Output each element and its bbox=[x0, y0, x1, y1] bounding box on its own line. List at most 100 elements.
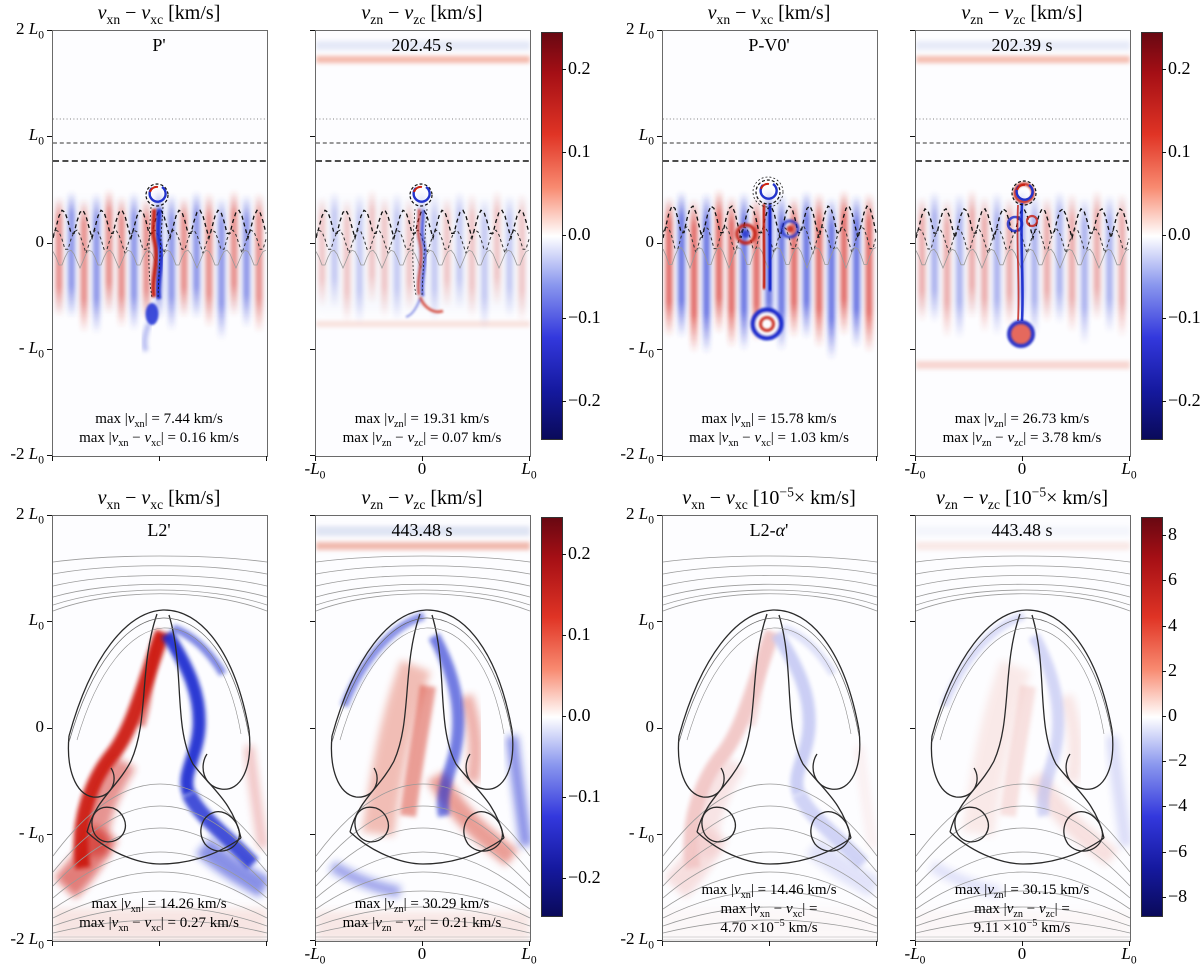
y-tick-label: L0 bbox=[28, 125, 44, 148]
colorbar-tick-mark bbox=[1162, 896, 1166, 898]
y-tick-mark bbox=[310, 30, 315, 31]
x-tick-mark bbox=[915, 456, 916, 461]
x-tick-mark bbox=[266, 456, 267, 461]
max-annotation-line: 4.70 ×10−5 km/s bbox=[720, 918, 818, 936]
colorbar-tick-label: −2 bbox=[1168, 750, 1188, 771]
max-annotation-line: max |vxn| = 14.46 km/s bbox=[701, 882, 837, 901]
x-tick-label: -L0 bbox=[904, 459, 926, 482]
max-annotation-line: max |vzn − vzc| = 3.78 km/s bbox=[942, 430, 1102, 449]
plot-L2-vx bbox=[52, 515, 268, 942]
panel-art-mush2 bbox=[316, 526, 530, 941]
colorbar-tick-mark bbox=[1162, 580, 1166, 582]
y-tick-mark bbox=[47, 833, 52, 835]
x-tick-mark bbox=[52, 941, 53, 946]
colorbar-tick-mark bbox=[562, 553, 566, 555]
x-tick-mark bbox=[662, 941, 663, 946]
x-tick-mark bbox=[529, 456, 530, 461]
y-tick-label: - L0 bbox=[18, 337, 44, 361]
colorbar-tick-mark bbox=[1162, 670, 1166, 672]
y-tick-mark bbox=[310, 136, 315, 138]
colorbar-tick-mark bbox=[562, 716, 566, 717]
plot-PV0-vx bbox=[662, 30, 878, 457]
colorbar-tick-label: 0.1 bbox=[1168, 141, 1191, 162]
y-tick-mark bbox=[310, 455, 315, 456]
y-tick-mark bbox=[310, 727, 315, 729]
colorbar-tick-label: 2 bbox=[1168, 659, 1177, 680]
x-tick-label: 0 bbox=[1017, 944, 1027, 963]
x-tick-label: 0 bbox=[417, 459, 427, 478]
panel-tag: L2' bbox=[147, 520, 171, 540]
y-tick-mark bbox=[47, 727, 52, 729]
y-tick-mark bbox=[657, 30, 662, 31]
y-tick-mark bbox=[310, 515, 315, 516]
x-tick-mark bbox=[315, 456, 316, 461]
y-tick-label: -2 L0 bbox=[10, 444, 44, 467]
max-annotation-line: max |vzn − vzc| = 0.07 km/s bbox=[342, 430, 502, 449]
colorbar-tick-mark bbox=[1162, 235, 1166, 236]
y-tick-mark bbox=[310, 621, 315, 623]
y-tick-mark bbox=[657, 455, 662, 456]
colorbar-tick-mark bbox=[562, 235, 566, 236]
colorbar-tick-label: 0.2 bbox=[568, 58, 591, 79]
x-tick-label: 0 bbox=[1017, 459, 1027, 478]
y-tick-label: 0 bbox=[35, 231, 45, 251]
max-annotation-line: max |vxn − vxc| = 1.03 km/s bbox=[689, 430, 849, 449]
colorbar-tick-label: 0.0 bbox=[1168, 224, 1191, 244]
plot-P-vx bbox=[52, 30, 268, 457]
plot-PV0-vz bbox=[915, 30, 1131, 457]
y-tick-mark bbox=[310, 940, 315, 941]
x-tick-label: -L0 bbox=[904, 944, 926, 967]
colorbar-tick-mark bbox=[1162, 716, 1166, 717]
y-tick-mark bbox=[47, 621, 52, 623]
max-annotation-line: max |vxn| = 14.26 km/s bbox=[91, 896, 227, 915]
colorbar-tick-label: −8 bbox=[1168, 885, 1188, 906]
y-tick-label: 2 L0 bbox=[626, 504, 654, 527]
max-annotation-line: max |vzn| = 30.29 km/s bbox=[354, 896, 490, 915]
plot-L2a-vz bbox=[915, 515, 1131, 942]
y-tick-label: 2 L0 bbox=[16, 19, 44, 42]
colorbar-tick-mark bbox=[1162, 152, 1166, 154]
colorbar bbox=[541, 517, 563, 917]
panel-art-mush3 bbox=[663, 555, 877, 941]
colorbar-tick-label: −0.1 bbox=[568, 786, 601, 807]
max-annotation-line: max |vzn| = 26.73 km/s bbox=[954, 411, 1090, 430]
colorbar-tick-label: −6 bbox=[1168, 840, 1188, 861]
colorbar-tick-label: 0.0 bbox=[568, 224, 591, 244]
max-annotation-line: max |vxn| = 15.78 km/s bbox=[701, 411, 837, 430]
max-annotation-line: max |vzn| = 30.15 km/s bbox=[954, 882, 1090, 901]
colorbar-tick-label: −0.1 bbox=[568, 306, 601, 327]
x-tick-mark bbox=[769, 456, 770, 461]
panel-tag: 202.39 s bbox=[991, 35, 1053, 55]
x-tick-label: L0 bbox=[521, 459, 537, 482]
colorbar-tick-mark bbox=[1162, 851, 1166, 853]
max-annotation-line: max |vxn − vxc| = bbox=[720, 901, 818, 920]
panel-tag: P' bbox=[152, 35, 166, 55]
y-tick-label: 0 bbox=[35, 716, 45, 736]
panel-title: vzn − vzc [km/s] bbox=[961, 2, 1083, 27]
colorbar-tick-label: −0.1 bbox=[1168, 306, 1200, 327]
max-annotation-line: max |vxn − vxc| = 0.27 km/s bbox=[79, 915, 239, 934]
y-tick-mark bbox=[910, 727, 915, 729]
y-tick-mark bbox=[910, 348, 915, 350]
y-tick-label: -2 L0 bbox=[10, 929, 44, 952]
colorbar-tick-label: −0.2 bbox=[568, 867, 601, 888]
x-tick-mark bbox=[662, 456, 663, 461]
panel-tag: 202.45 s bbox=[391, 35, 453, 55]
colorbar-tick-label: 0 bbox=[1168, 705, 1177, 725]
colorbar-tick-label: 0.2 bbox=[1168, 58, 1191, 79]
colorbar-tick-mark bbox=[1162, 625, 1166, 627]
y-tick-mark bbox=[910, 30, 915, 31]
panel-art-plume2 bbox=[316, 41, 530, 330]
y-tick-mark bbox=[657, 621, 662, 623]
colorbar-tick-label: −0.2 bbox=[568, 389, 601, 410]
y-tick-mark bbox=[47, 242, 52, 244]
y-tick-mark bbox=[47, 455, 52, 456]
panel-title: vxn − vxc [km/s] bbox=[707, 2, 831, 27]
y-tick-mark bbox=[657, 136, 662, 138]
colorbar-tick-label: −0.2 bbox=[1168, 389, 1200, 410]
x-tick-mark bbox=[769, 941, 770, 946]
colorbar-tick-mark bbox=[1162, 535, 1166, 537]
panel-title: vzn − vzc [km/s] bbox=[361, 487, 483, 512]
y-tick-mark bbox=[310, 348, 315, 350]
